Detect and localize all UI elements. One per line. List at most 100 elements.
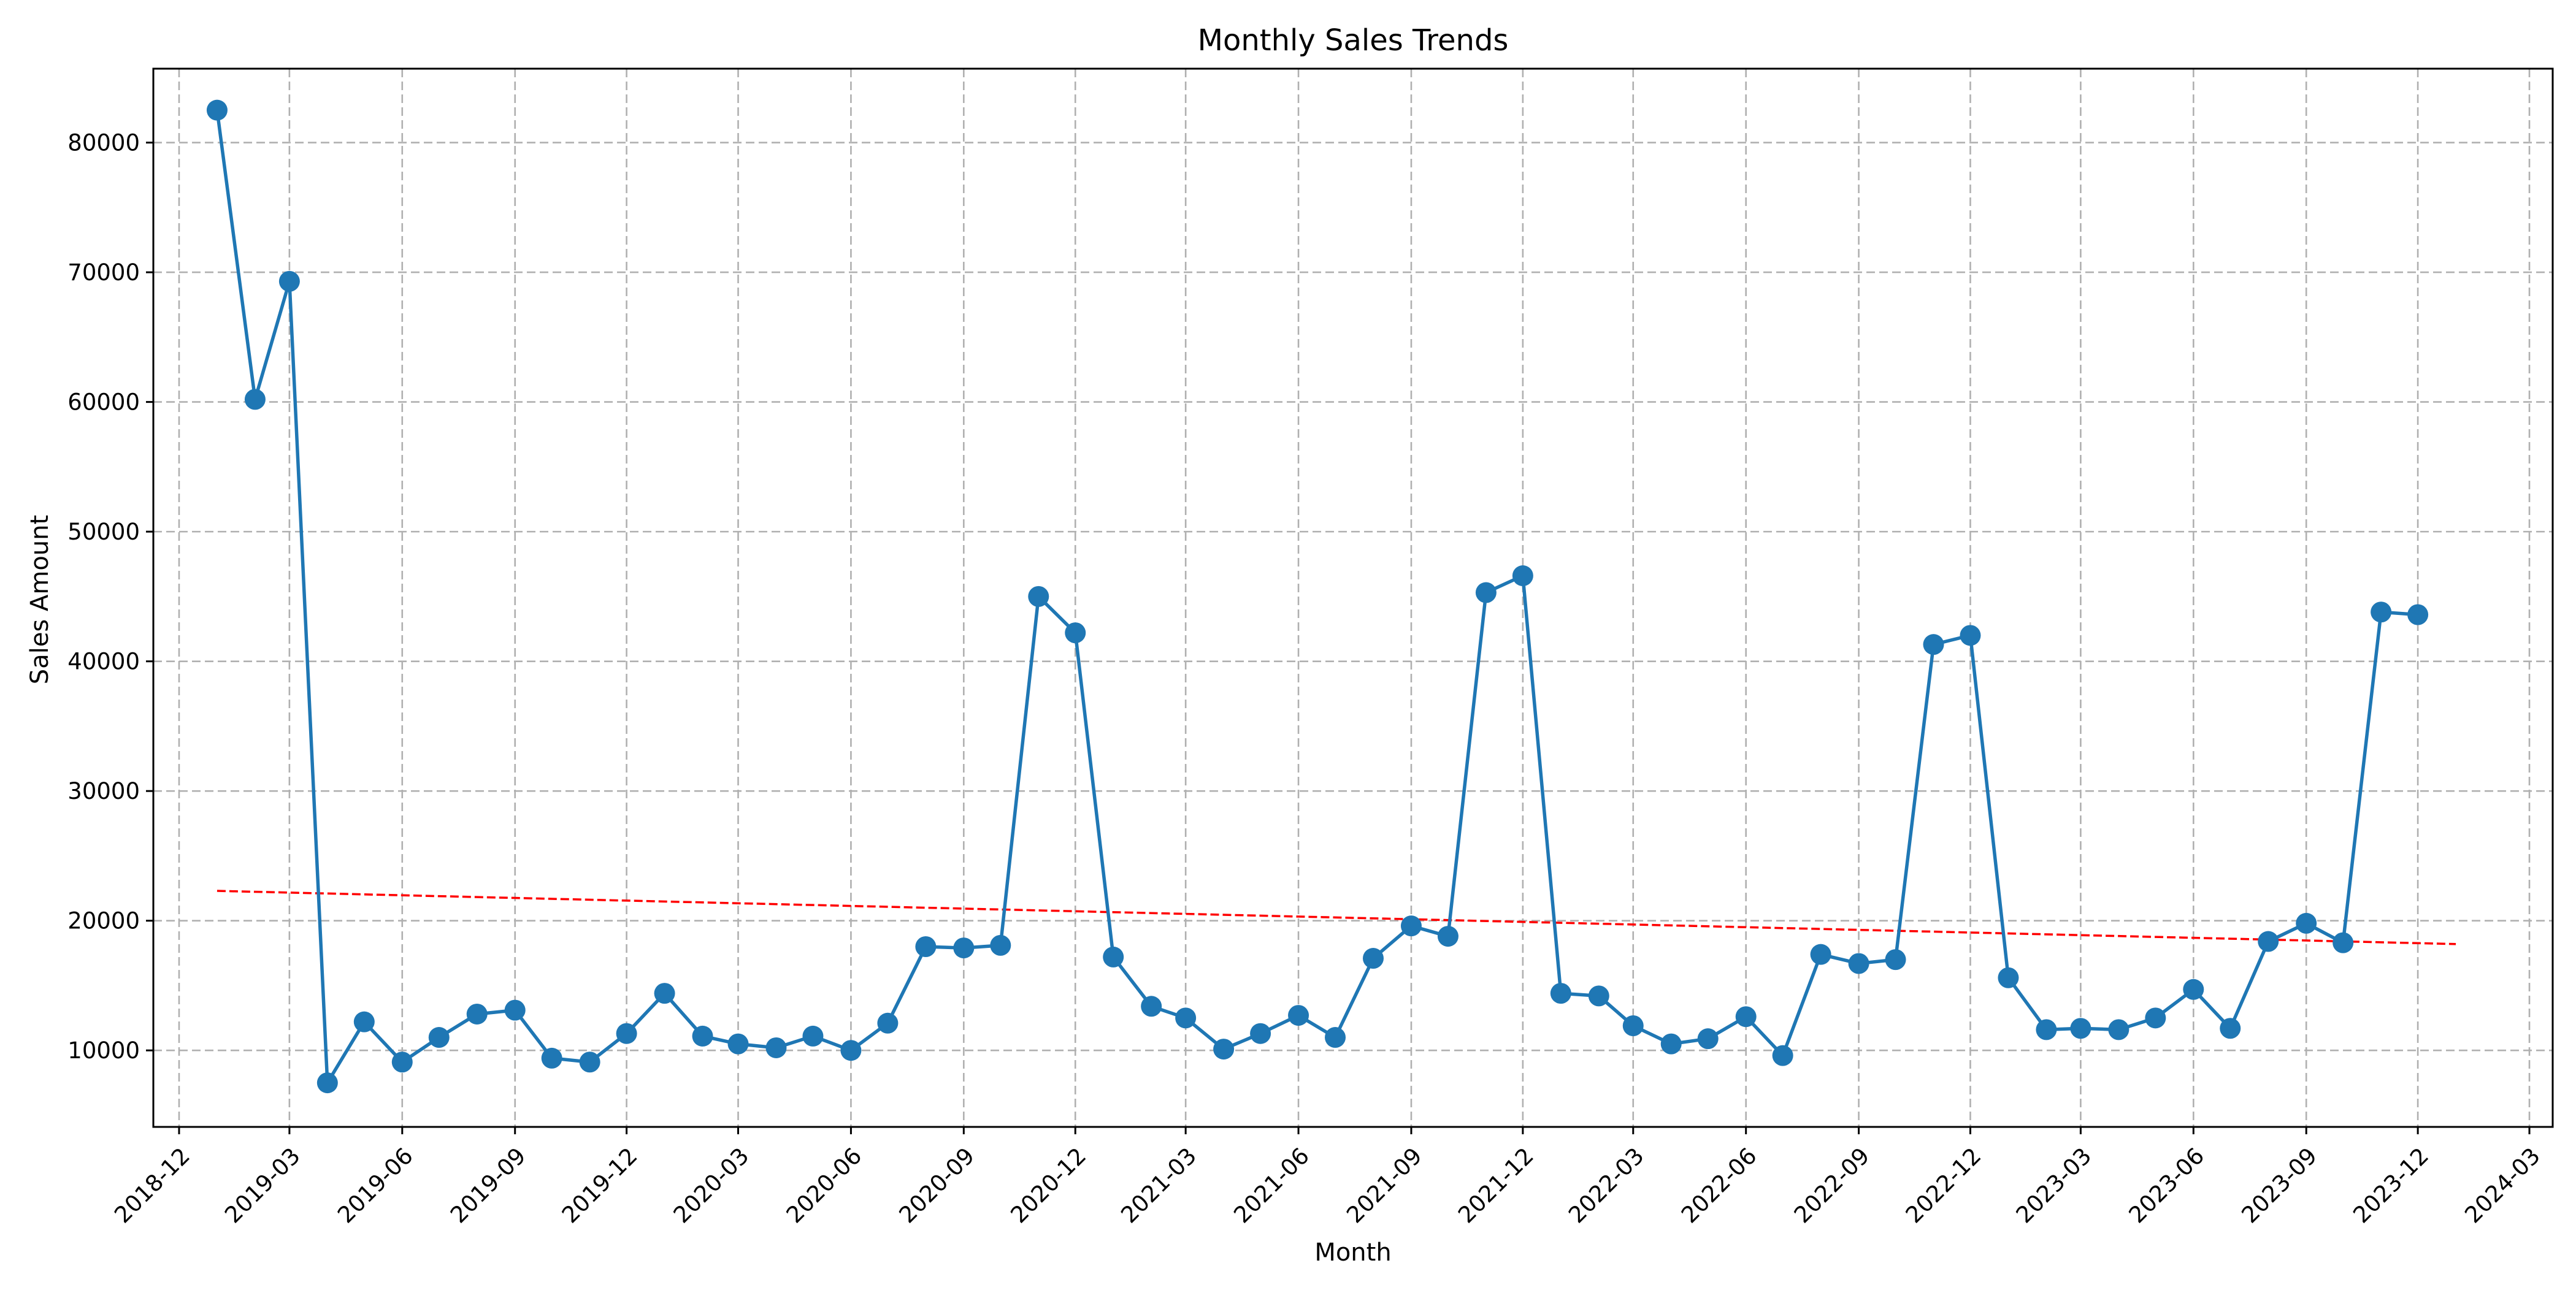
data-point[interactable] xyxy=(802,1025,824,1047)
x-tick-label: 2019-09 xyxy=(445,1143,531,1229)
data-point[interactable] xyxy=(2371,601,2392,623)
x-tick-label: 2022-12 xyxy=(1901,1143,1987,1229)
axes: 2018-12 2019-03 2019-06 2019-09 2019-12 2020-… xyxy=(67,67,2554,1229)
x-tick-label: 2021-03 xyxy=(1116,1143,1202,1229)
data-point[interactable] xyxy=(877,1012,899,1034)
data-point[interactable] xyxy=(2333,932,2354,953)
data-point[interactable] xyxy=(353,1011,375,1032)
x-tick-label: 2024-03 xyxy=(2459,1143,2545,1229)
data-point[interactable] xyxy=(1362,948,1384,969)
data-point[interactable] xyxy=(1512,565,1533,587)
x-tick-label: 2023-06 xyxy=(2124,1143,2210,1229)
data-point[interactable] xyxy=(953,937,975,959)
data-point[interactable] xyxy=(2258,931,2279,952)
x-tick-label: 2023-12 xyxy=(2348,1143,2434,1229)
x-tick-label: 2019-12 xyxy=(557,1143,643,1229)
x-tick-label: 2020-03 xyxy=(669,1143,754,1229)
data-point[interactable] xyxy=(579,1051,600,1073)
data-point[interactable] xyxy=(1475,582,1497,603)
data-point[interactable] xyxy=(316,1072,338,1094)
data-point[interactable] xyxy=(2070,1018,2091,1039)
data-point[interactable] xyxy=(1923,634,1944,655)
data-point[interactable] xyxy=(2220,1018,2241,1039)
plot-frame xyxy=(152,67,2554,1128)
trend-line xyxy=(217,890,2456,945)
data-point[interactable] xyxy=(2183,979,2204,1000)
data-point[interactable] xyxy=(504,999,526,1021)
data-point[interactable] xyxy=(1141,996,1162,1017)
data-point[interactable] xyxy=(1998,967,2019,988)
data-point[interactable] xyxy=(391,1051,413,1073)
data-point[interactable] xyxy=(1250,1023,1271,1044)
data-point[interactable] xyxy=(1213,1039,1235,1060)
data-point[interactable] xyxy=(2108,1019,2129,1040)
x-tick-label: 2023-09 xyxy=(2236,1143,2322,1229)
x-tick-label: 2023-03 xyxy=(2011,1143,2097,1229)
data-point[interactable] xyxy=(1028,586,1049,607)
x-tick-label: 2019-06 xyxy=(332,1143,418,1229)
data-point[interactable] xyxy=(1103,946,1124,968)
data-point[interactable] xyxy=(840,1040,862,1061)
x-axis-label: Month xyxy=(1314,1238,1391,1267)
data-point[interactable] xyxy=(1288,1005,1309,1026)
data-point[interactable] xyxy=(990,934,1011,956)
data-point[interactable] xyxy=(1588,985,1609,1007)
chart-title: Monthly Sales Trends xyxy=(1198,23,1509,58)
data-point[interactable] xyxy=(1772,1045,1793,1066)
x-tick-label: 2021-09 xyxy=(1341,1143,1427,1229)
data-point[interactable] xyxy=(244,389,266,410)
x-tick-label: 2021-06 xyxy=(1229,1143,1314,1229)
x-tick-label: 2018-12 xyxy=(109,1143,195,1229)
y-tick-label: 50000 xyxy=(67,519,140,545)
x-tick-label: 2020-09 xyxy=(894,1143,980,1229)
trend-line-group xyxy=(217,890,2456,945)
series-group xyxy=(206,99,2429,1094)
data-point[interactable] xyxy=(466,1003,488,1025)
data-point[interactable] xyxy=(1848,953,1869,974)
grid xyxy=(153,69,2553,1127)
data-point[interactable] xyxy=(1697,1028,1719,1050)
x-tick-label: 2020-12 xyxy=(1005,1143,1091,1229)
data-point[interactable] xyxy=(765,1037,787,1058)
data-point[interactable] xyxy=(616,1023,637,1044)
data-point[interactable] xyxy=(1325,1027,1346,1048)
y-tick-label: 60000 xyxy=(67,389,140,416)
data-point[interactable] xyxy=(727,1033,749,1055)
data-point[interactable] xyxy=(1885,949,1906,971)
x-tick-label: 2021-12 xyxy=(1453,1143,1539,1229)
data-point[interactable] xyxy=(2145,1007,2166,1029)
data-point[interactable] xyxy=(1735,1006,1757,1028)
x-tick-label: 2022-09 xyxy=(1789,1143,1875,1229)
data-point[interactable] xyxy=(1437,926,1459,947)
data-point[interactable] xyxy=(278,270,300,292)
data-point[interactable] xyxy=(1400,915,1422,937)
data-point[interactable] xyxy=(2296,912,2317,934)
data-point[interactable] xyxy=(2407,604,2429,625)
y-tick-label: 40000 xyxy=(67,649,140,675)
data-point[interactable] xyxy=(1550,983,1571,1004)
x-tick-label: 2019-03 xyxy=(220,1143,305,1229)
data-point[interactable] xyxy=(1960,625,1981,646)
x-tick-label: 2020-06 xyxy=(781,1143,867,1229)
data-point[interactable] xyxy=(692,1025,713,1047)
data-point[interactable] xyxy=(654,983,675,1004)
data-point[interactable] xyxy=(428,1027,450,1048)
y-tick-label: 70000 xyxy=(67,259,140,286)
data-point[interactable] xyxy=(1175,1007,1197,1029)
y-tick-label: 30000 xyxy=(67,778,140,804)
data-point[interactable] xyxy=(1065,622,1086,644)
data-point[interactable] xyxy=(541,1047,562,1069)
data-point[interactable] xyxy=(1810,944,1831,965)
x-tick-label: 2022-03 xyxy=(1563,1143,1649,1229)
data-point[interactable] xyxy=(1622,1015,1644,1037)
x-tick-label: 2022-06 xyxy=(1676,1143,1762,1229)
y-tick-label: 10000 xyxy=(67,1037,140,1064)
y-axis-label: Sales Amount xyxy=(26,515,54,684)
data-point[interactable] xyxy=(1660,1033,1682,1055)
data-point[interactable] xyxy=(206,99,228,121)
data-point[interactable] xyxy=(2036,1019,2057,1040)
data-point[interactable] xyxy=(915,936,937,957)
series-line xyxy=(215,110,2418,1085)
